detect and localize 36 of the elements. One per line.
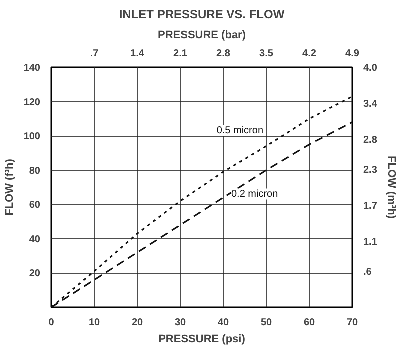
x-axis-title: PRESSURE (psi)	[158, 334, 246, 346]
x2-tick-label: 1.4	[130, 48, 145, 60]
y-axis-title: FLOW (f³h)	[4, 158, 16, 216]
x2-tick-label: .7	[90, 48, 100, 60]
y-tick-label: 20	[29, 268, 41, 280]
y2-axis-title: FLOW (m³h)	[385, 156, 398, 220]
x-tick-label: 60	[304, 318, 316, 328]
y2-tick-label: 1.7	[364, 201, 378, 212]
y-tick-label: 100	[24, 132, 41, 143]
y2-tick-label: 1.1	[364, 237, 378, 248]
y2-tick-label: 3.4	[364, 99, 378, 110]
x-tick-label: 30	[174, 318, 186, 328]
x-tick-label: 10	[88, 318, 100, 328]
series-label: 0.2 micron	[232, 188, 278, 200]
x-tick-label: 20	[132, 318, 144, 328]
x-tick-label: 40	[218, 318, 230, 328]
x2-tick-label: 2.1	[174, 48, 188, 60]
x2-axis-title: PRESSURE (bar)	[158, 30, 246, 42]
y-tick-label: 120	[24, 97, 41, 108]
y2-tick-label: 2.8	[364, 135, 378, 146]
x2-tick-label: 2.8	[216, 48, 231, 60]
x-tick-label: 50	[260, 318, 272, 328]
x2-tick-label: 3.5	[260, 48, 274, 60]
x2-tick-label: 4.9	[346, 48, 360, 60]
y2-tick-label: .6	[364, 267, 372, 278]
chart-title: INLET PRESSURE VS. FLOW	[119, 8, 286, 22]
x2-tick-label: 4.2	[302, 48, 317, 60]
series-label: 0.5 micron	[216, 125, 264, 136]
y2-tick-label: 2.3	[364, 165, 378, 176]
y-tick-label: 40	[29, 234, 41, 246]
y-tick-label: 140	[24, 63, 41, 74]
x-tick-label: 0	[48, 318, 55, 328]
y-tick-label: 80	[29, 166, 41, 177]
x-tick-label: 70	[346, 318, 358, 328]
y-tick-label: 60	[29, 200, 41, 212]
y2-tick-label: 4.0	[364, 63, 378, 74]
